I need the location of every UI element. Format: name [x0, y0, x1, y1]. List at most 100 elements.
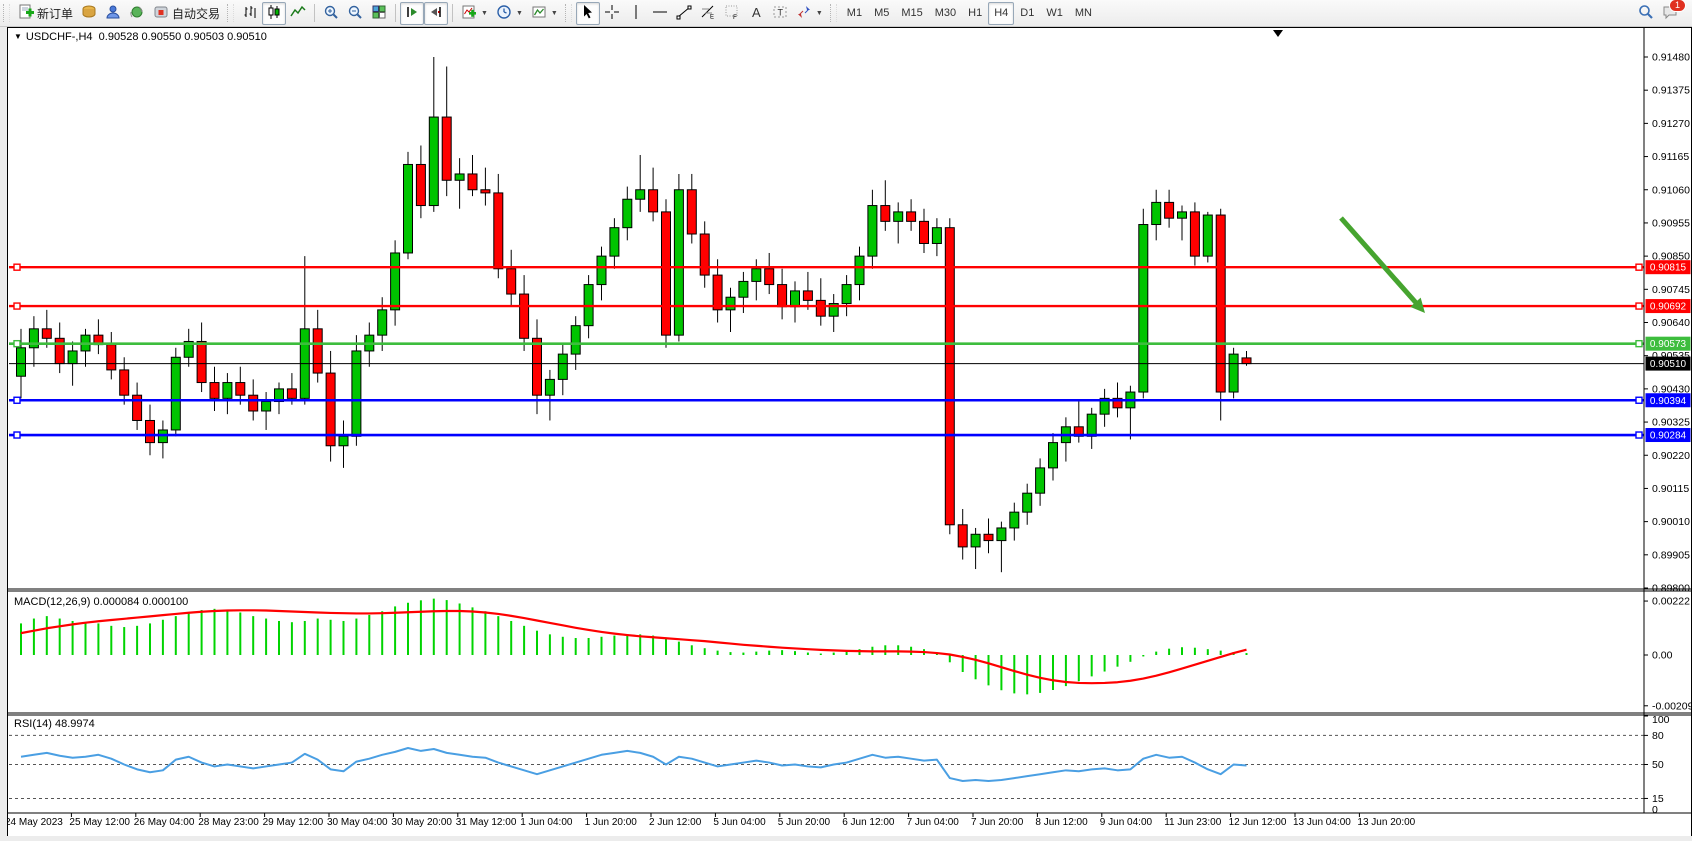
candle-body	[815, 299, 826, 317]
price-line-badge-text: 0.90815	[1650, 263, 1687, 274]
trendline-button[interactable]	[672, 2, 696, 25]
notifications-button[interactable]: 1	[1658, 0, 1686, 25]
arrow-annotation	[1339, 216, 1418, 305]
time-axis-label: 9 Jun 04:00	[1100, 817, 1153, 828]
timeframe-button-m1[interactable]: M1	[846, 7, 863, 19]
svg-text:F: F	[733, 14, 737, 20]
macd-signal-line	[20, 609, 1247, 685]
candle-body	[1138, 224, 1149, 393]
text-label-button[interactable]: T	[768, 2, 792, 25]
vertical-line-button[interactable]	[624, 2, 648, 25]
chart-shift-button[interactable]	[424, 1, 449, 25]
period-button[interactable]: ▼	[492, 2, 527, 25]
horizontal-line-button[interactable]	[648, 2, 672, 25]
rsi-line	[20, 747, 1247, 782]
line-chart-button[interactable]	[286, 2, 310, 25]
window-bottom-edge	[0, 836, 1692, 841]
equidistant-channel-button[interactable]: E	[696, 2, 720, 25]
autotrading-button[interactable]: 自动交易	[149, 2, 224, 25]
bar-chart-button[interactable]	[238, 2, 262, 25]
candle-body	[635, 189, 646, 200]
time-axis-label: 5 Jun 04:00	[713, 817, 766, 828]
indicators-icon	[461, 4, 477, 23]
candle-body	[751, 268, 762, 282]
zoom-out-button[interactable]	[343, 2, 367, 25]
price-line-badge	[1645, 260, 1691, 275]
chart-canvas[interactable]: 0.91480 0.91375 0.91270 0.91165 0.91060 0.909…	[8, 28, 1691, 836]
candle-body	[261, 401, 272, 412]
timeframe-button-h1[interactable]: H1	[968, 7, 983, 19]
new-order-button[interactable]: 新订单	[14, 2, 77, 25]
signals-icon[interactable]	[125, 2, 149, 25]
candle-body	[441, 116, 452, 181]
timeframe-button-w1[interactable]: W1	[1046, 7, 1063, 19]
price-tick-label: 0.91375	[1652, 85, 1690, 97]
svg-text:T: T	[777, 7, 783, 17]
candle-body	[919, 220, 929, 244]
template-button[interactable]: ▼	[527, 2, 562, 25]
price-tick-label: 0.90115	[1652, 483, 1689, 495]
auto-scroll-icon	[404, 4, 420, 23]
crosshair-button[interactable]	[600, 2, 624, 25]
candle-body	[145, 419, 155, 444]
candle-body	[1189, 211, 1200, 257]
candle-body	[106, 344, 117, 371]
fibonacci-icon: F	[724, 4, 740, 23]
candle-body	[867, 205, 878, 257]
collapse-triangle-icon[interactable]: ▼	[14, 32, 22, 41]
toolbar-grip[interactable]	[227, 4, 235, 22]
candle-body	[519, 293, 530, 339]
arrows-button[interactable]: ▼	[792, 2, 827, 25]
timeframe-button-d1[interactable]: D1	[1020, 7, 1035, 19]
candle-body	[183, 340, 194, 358]
toolbar-separator	[452, 4, 454, 22]
candle-body	[467, 173, 478, 191]
toolbar-grip[interactable]	[564, 4, 572, 22]
candle-body	[1241, 357, 1252, 365]
auto-scroll-button[interactable]	[400, 1, 425, 25]
text-icon: A	[748, 4, 764, 23]
candlestick-button[interactable]	[262, 1, 287, 25]
time-axis-label: 12 Jun 12:00	[1229, 817, 1287, 828]
timeframe-button-mn[interactable]: MN	[1074, 7, 1092, 19]
line-handle	[1635, 431, 1643, 439]
dropdown-caret-icon[interactable]: ▼	[550, 9, 558, 17]
time-axis-label: 1 Jun 20:00	[585, 817, 638, 828]
notification-badge: 1	[1669, 0, 1686, 12]
community-icon[interactable]	[101, 2, 125, 25]
candle-body	[1202, 214, 1213, 257]
toolbar-grip[interactable]	[829, 4, 837, 22]
cursor-button[interactable]	[575, 1, 600, 25]
time-axis-label: 7 Jun 04:00	[907, 817, 960, 828]
zoom-in-button[interactable]	[319, 2, 343, 25]
indicators-button[interactable]: ▼	[457, 2, 492, 25]
line-handle	[13, 431, 21, 439]
text-button[interactable]: A	[744, 2, 768, 25]
search-button[interactable]	[1634, 2, 1658, 25]
candle-body	[338, 435, 349, 447]
price-tick-label: 0.91270	[1652, 118, 1690, 130]
rsi-axis-label: 0	[1652, 804, 1658, 816]
candle-body	[132, 394, 143, 421]
rsi-axis-label: 80	[1652, 730, 1664, 742]
tile-windows-button[interactable]	[367, 2, 391, 25]
dropdown-caret-icon[interactable]: ▼	[481, 9, 488, 17]
timeframe-button-h4[interactable]: H4	[988, 1, 1015, 25]
timeframe-button-m30[interactable]: M30	[934, 7, 957, 19]
timeframe-button-m5[interactable]: M5	[874, 7, 890, 19]
main-toolbar: 新订单 自动交易 ▼ ▼ ▼ E F A T ▼ M1 M5 M15 M30 H1 H4 D1 W1 MN …	[0, 0, 1692, 27]
candle-body	[415, 163, 426, 207]
fibonacci-button[interactable]: F	[720, 2, 744, 25]
autotrading-icon	[153, 4, 169, 23]
candle-body	[196, 340, 207, 384]
candle-body	[557, 353, 568, 380]
price-line-badge	[1645, 336, 1691, 351]
price-tick-label: 0.90010	[1652, 516, 1690, 528]
timeframe-button-m15[interactable]: M15	[901, 7, 923, 19]
dropdown-caret-icon[interactable]: ▼	[815, 9, 823, 17]
toolbar-grip[interactable]	[3, 4, 10, 22]
dropdown-caret-icon[interactable]: ▼	[515, 9, 523, 17]
time-axis-label: 24 May 2023	[8, 817, 63, 828]
market-icon[interactable]	[77, 2, 101, 25]
price-line-badge	[1645, 393, 1691, 408]
